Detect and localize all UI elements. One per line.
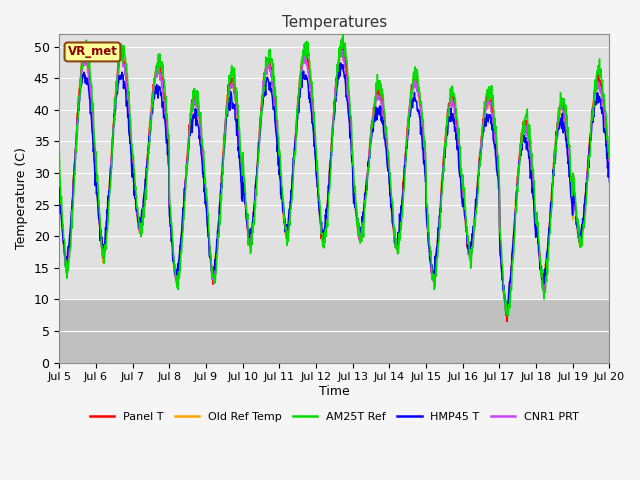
Bar (60, 300, 609, 362)
Text: VR_met: VR_met (68, 46, 117, 59)
Y-axis label: Temperature (C): Temperature (C) (15, 147, 28, 249)
Title: Temperatures: Temperatures (282, 15, 387, 30)
Legend: Panel T, Old Ref Temp, AM25T Ref, HMP45 T, CNR1 PRT: Panel T, Old Ref Temp, AM25T Ref, HMP45 … (85, 408, 583, 427)
X-axis label: Time: Time (319, 385, 349, 398)
